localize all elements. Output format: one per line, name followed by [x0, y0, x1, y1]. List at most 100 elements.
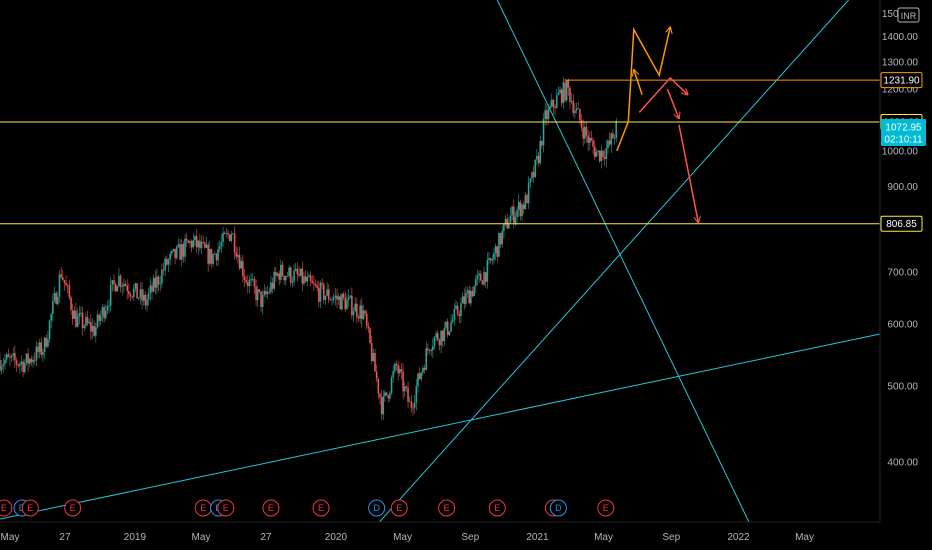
candle-body: [303, 276, 305, 284]
candle: [133, 283, 135, 301]
candle-body: [352, 311, 355, 316]
candle-body: [5, 354, 8, 360]
candle-body: [580, 120, 583, 128]
candle-body: [418, 373, 421, 379]
candle-body: [422, 367, 424, 373]
candle-body: [247, 282, 249, 286]
candle-body: [248, 279, 251, 286]
candle-body: [385, 392, 388, 396]
candle-body: [423, 367, 426, 370]
candle: [280, 259, 282, 284]
candle-body: [164, 258, 167, 271]
price-tick-label: 1200.00: [882, 85, 919, 96]
candle: [569, 85, 571, 110]
candle: [562, 77, 565, 109]
candle: [367, 321, 370, 333]
candle-body: [351, 295, 353, 316]
candle: [172, 248, 175, 253]
candle: [149, 278, 152, 302]
candle: [137, 297, 140, 301]
time-tick-label: May: [594, 532, 613, 543]
candle: [101, 303, 104, 323]
candle-body: [61, 277, 64, 280]
time-tick-label: May: [192, 532, 211, 543]
event-marker: E: [438, 499, 456, 517]
candle-body: [58, 274, 61, 297]
event-marker-circle: [488, 499, 506, 517]
candle-body: [146, 299, 148, 306]
candle-body: [471, 290, 474, 297]
candle: [400, 362, 403, 380]
event-marker: E: [312, 499, 330, 517]
candle-body: [565, 80, 568, 101]
candle: [28, 357, 31, 368]
currency-badge: INR: [897, 7, 920, 23]
candle: [166, 255, 168, 267]
candle-body: [27, 353, 29, 364]
candle: [588, 131, 591, 151]
candle: [136, 283, 138, 299]
last-price-label: 1072.95: [885, 123, 922, 134]
candle-body: [154, 277, 157, 288]
candle-body: [587, 135, 589, 144]
candle-body: [113, 280, 115, 284]
price-tick-label: 1300.00: [882, 57, 919, 68]
candle: [547, 104, 550, 125]
candle-body: [595, 152, 598, 157]
candle-body: [600, 150, 603, 162]
candle: [385, 392, 388, 397]
candle: [162, 262, 165, 276]
price-tick-label: 1000.00: [882, 146, 919, 157]
candle-body: [349, 295, 352, 298]
candle-body: [313, 283, 315, 285]
candle-body: [266, 291, 269, 295]
candle-body: [73, 310, 76, 319]
candle: [48, 319, 51, 344]
event-marker-circle: [217, 499, 235, 517]
price-tick-label: 1400.00: [882, 32, 919, 43]
candle-body: [524, 195, 527, 209]
candle: [247, 274, 249, 294]
candle-body: [526, 195, 528, 204]
candle-body: [384, 392, 386, 397]
candle: [276, 272, 279, 278]
candle: [0, 360, 3, 375]
event-markers: EDEEEDEEEDEEEEDE: [0, 499, 615, 517]
event-marker-circle: [368, 499, 386, 517]
candle-body: [372, 352, 375, 362]
candle: [50, 312, 53, 329]
candle-body: [476, 275, 479, 280]
event-marker-circle: [438, 499, 456, 517]
candle-body: [109, 284, 112, 306]
candle-body: [172, 248, 175, 252]
candle-body: [101, 307, 104, 316]
event-marker: D: [368, 499, 386, 517]
candle: [316, 281, 318, 292]
candle-body: [111, 280, 114, 285]
candle-body: [15, 360, 18, 365]
candle-body: [379, 393, 381, 398]
candle: [488, 251, 490, 265]
time-axis[interactable]: May 27 2019 May 27 2020 May Sep 2021 May Sep 2022 Ma…: [1, 532, 814, 543]
event-marker: E: [194, 499, 212, 517]
candle-body: [144, 294, 147, 306]
candle: [314, 279, 317, 288]
candle: [98, 313, 100, 327]
candle-body: [167, 259, 170, 265]
candle: [453, 303, 456, 326]
candle-body: [286, 275, 289, 277]
candle-body: [147, 292, 150, 300]
event-marker-label: E: [1, 503, 7, 513]
candle: [265, 287, 267, 298]
candle: [415, 378, 418, 411]
candle-body: [114, 283, 117, 292]
candle-body: [151, 285, 153, 292]
candle-body: [377, 378, 380, 394]
time-tick-label: 2021: [526, 532, 549, 543]
candle-body: [463, 296, 466, 304]
candle: [175, 245, 178, 260]
candle-body: [613, 137, 616, 139]
candle: [71, 303, 74, 325]
candle-body: [20, 361, 23, 364]
